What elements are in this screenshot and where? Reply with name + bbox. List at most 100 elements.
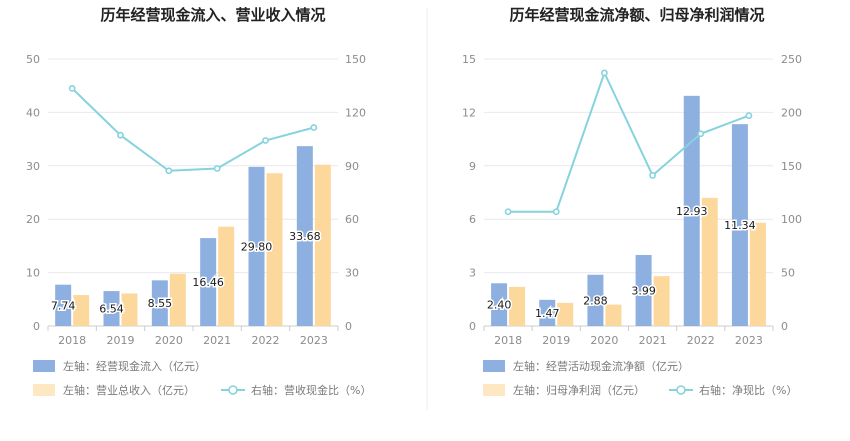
legend-label: 左轴：经营活动现金流净额（亿元） bbox=[513, 359, 689, 373]
bar-primary-2021 bbox=[200, 238, 217, 326]
right-axis-tick-label: 200 bbox=[781, 106, 802, 119]
ratio-point-2022 bbox=[262, 137, 269, 144]
ratio-point-2023 bbox=[745, 112, 753, 120]
bar-primary-2019 bbox=[103, 291, 120, 326]
bar-primary-2022 bbox=[683, 95, 700, 326]
x-axis-category-label: 2020 bbox=[590, 334, 618, 347]
left-axis-tick-label: 40 bbox=[26, 106, 40, 119]
data-label: 16.46 bbox=[192, 276, 224, 289]
data-label: 29.80 bbox=[241, 240, 273, 253]
ratio-point-2023 bbox=[310, 124, 318, 131]
ratio-line bbox=[508, 70, 750, 213]
left-axis-tick-label: 15 bbox=[462, 53, 476, 66]
left-axis-tick-label: 30 bbox=[26, 160, 40, 173]
bar-primary-2022 bbox=[248, 166, 265, 326]
ratio-line bbox=[71, 87, 315, 172]
bar-secondary-2022 bbox=[701, 197, 718, 326]
bar-secondary-2020 bbox=[605, 304, 622, 326]
x-axis-category-label: 2023 bbox=[300, 334, 328, 347]
ratio-point-2019 bbox=[552, 208, 560, 216]
x-axis-category-label: 2022 bbox=[687, 334, 715, 347]
data-label: 6.54 bbox=[99, 303, 124, 316]
left-axis-tick-label: 0 bbox=[33, 320, 40, 333]
bar-secondary-2020 bbox=[169, 273, 186, 326]
legend-line-marker bbox=[228, 385, 238, 395]
bar-secondary-2023 bbox=[314, 164, 331, 326]
ratio-point-2020 bbox=[601, 69, 608, 77]
left-axis-tick-label: 3 bbox=[469, 267, 476, 280]
data-label: 7.74 bbox=[51, 299, 76, 312]
right-axis-tick-label: 0 bbox=[345, 320, 352, 333]
legend-label: 左轴：归母净利润（亿元） bbox=[513, 383, 645, 397]
ratio-point-2019 bbox=[117, 131, 124, 139]
legend-label: 左轴：营业总收入（亿元） bbox=[63, 383, 195, 397]
legend-label: 左轴：经营现金流入（亿元） bbox=[63, 359, 206, 373]
legend-swatch bbox=[483, 360, 505, 372]
data-label: 8.55 bbox=[148, 297, 173, 310]
left-axis-tick-label: 50 bbox=[26, 53, 40, 66]
data-label: 33.68 bbox=[289, 230, 321, 243]
ratio-point-2018 bbox=[68, 84, 76, 92]
data-label: 11.34 bbox=[724, 219, 756, 232]
right-axis-tick-label: 150 bbox=[345, 53, 366, 66]
chart-title: 历年经营现金流净额、归母净利润情况 bbox=[509, 6, 764, 24]
bar-primary-2019 bbox=[539, 299, 556, 326]
ratio-point-2018 bbox=[504, 208, 512, 216]
x-axis-category-label: 2021 bbox=[639, 334, 667, 347]
left-axis-tick-label: 9 bbox=[469, 160, 476, 173]
data-label: 1.47 bbox=[535, 307, 560, 320]
left-axis-tick-label: 20 bbox=[26, 213, 40, 226]
ratio-point-2021 bbox=[213, 165, 221, 172]
left-axis-tick-label: 12 bbox=[462, 106, 476, 119]
ratio-point-2022 bbox=[697, 130, 705, 138]
bar-secondary-2018 bbox=[509, 286, 526, 326]
right-axis-tick-label: 90 bbox=[345, 160, 359, 173]
bar-secondary-2019 bbox=[557, 302, 574, 326]
right-axis-tick-label: 0 bbox=[781, 320, 788, 333]
x-axis-category-label: 2022 bbox=[252, 334, 280, 347]
legend-label: 右轴：营收现金比（%） bbox=[251, 383, 371, 397]
right-axis-tick-label: 120 bbox=[345, 106, 366, 119]
legend-line-marker bbox=[676, 385, 686, 395]
right-axis-tick-label: 150 bbox=[781, 160, 802, 173]
data-label: 3.99 bbox=[631, 284, 656, 297]
left-axis-tick-label: 10 bbox=[26, 267, 40, 280]
bar-primary-2023 bbox=[296, 146, 313, 326]
ratio-point-2020 bbox=[165, 167, 173, 175]
right-axis-tick-label: 30 bbox=[345, 267, 359, 280]
left-axis-tick-label: 6 bbox=[469, 213, 476, 226]
legend-swatch bbox=[483, 384, 505, 396]
bar-primary-2023 bbox=[731, 124, 748, 326]
x-axis-category-label: 2019 bbox=[542, 334, 570, 347]
bar-primary-2020 bbox=[151, 280, 168, 326]
right-axis-tick-label: 100 bbox=[781, 213, 802, 226]
bar-secondary-2019 bbox=[121, 293, 138, 326]
bar-primary-2018 bbox=[491, 283, 508, 326]
data-label: 12.93 bbox=[676, 205, 708, 218]
x-axis-category-label: 2018 bbox=[494, 334, 522, 347]
legend-label: 右轴：净现比（%） bbox=[699, 383, 797, 397]
right-axis-tick-label: 250 bbox=[781, 53, 802, 66]
right-axis-tick-label: 50 bbox=[781, 267, 795, 280]
data-label: 2.40 bbox=[487, 299, 512, 312]
bar-secondary-2022 bbox=[266, 173, 283, 326]
right-axis-tick-label: 60 bbox=[345, 213, 359, 226]
bar-primary-2018 bbox=[55, 284, 72, 326]
bar-primary-2021 bbox=[635, 254, 652, 326]
bar-secondary-2021 bbox=[653, 276, 670, 326]
x-axis-category-label: 2023 bbox=[735, 334, 763, 347]
x-axis-category-label: 2021 bbox=[203, 334, 231, 347]
bar-secondary-2018 bbox=[73, 295, 90, 326]
x-axis-category-label: 2018 bbox=[58, 334, 86, 347]
bar-primary-2020 bbox=[587, 274, 604, 326]
legend-swatch bbox=[33, 384, 55, 396]
legend-swatch bbox=[33, 360, 55, 372]
x-axis-category-label: 2020 bbox=[155, 334, 183, 347]
bar-secondary-2023 bbox=[749, 222, 766, 326]
x-axis-category-label: 2019 bbox=[107, 334, 135, 347]
chart-title: 历年经营现金流入、营业收入情况 bbox=[100, 6, 325, 24]
ratio-point-2021 bbox=[649, 172, 656, 179]
bar-secondary-2021 bbox=[218, 226, 235, 326]
